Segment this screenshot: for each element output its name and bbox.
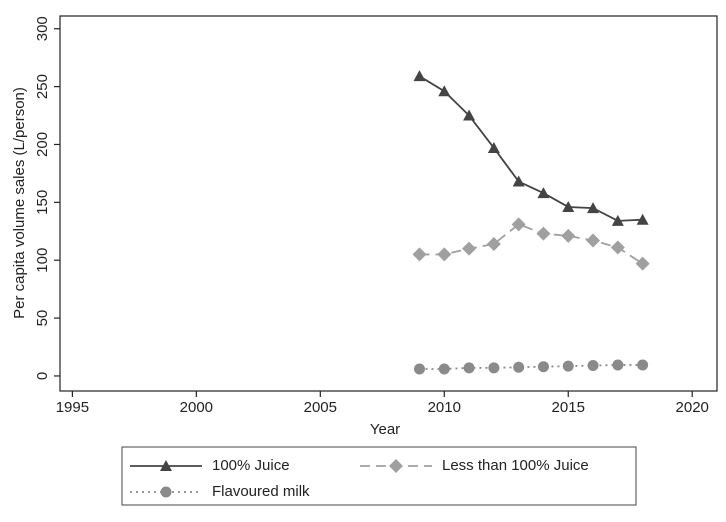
legend-label: Less than 100% Juice [442, 457, 589, 474]
marker [587, 202, 600, 214]
x-axis-label: Year [370, 421, 400, 438]
x-tick-label: 2020 [676, 399, 709, 416]
marker [511, 217, 526, 232]
x-tick-label: 1995 [56, 399, 89, 416]
y-tick-label: 50 [34, 310, 51, 327]
marker [637, 359, 649, 371]
marker [463, 362, 475, 374]
series-line [419, 223, 644, 265]
marker [610, 240, 625, 255]
legend-marker [160, 460, 172, 471]
marker [562, 360, 574, 372]
series-line [419, 75, 643, 222]
legend-label: Flavoured milk [212, 483, 310, 500]
marker [536, 226, 551, 241]
legend-marker [389, 459, 403, 473]
y-tick-label: 100 [34, 248, 51, 273]
marker [586, 233, 601, 248]
marker [587, 360, 599, 372]
x-tick-label: 2010 [428, 399, 461, 416]
marker [438, 85, 451, 97]
legend-marker [160, 486, 172, 498]
marker [487, 141, 500, 153]
marker [537, 187, 550, 199]
y-tick-label: 250 [34, 74, 51, 99]
marker [463, 109, 476, 121]
y-axis-label: Per capita volume sales (L/person) [11, 87, 28, 319]
marker [636, 213, 649, 225]
y-tick-label: 200 [34, 132, 51, 157]
marker [486, 237, 501, 252]
legend-label: 100% Juice [212, 457, 290, 474]
marker [561, 228, 576, 243]
marker [413, 363, 425, 375]
x-tick-label: 2015 [552, 399, 585, 416]
y-tick-label: 150 [34, 190, 51, 215]
marker [462, 241, 477, 256]
marker [537, 361, 549, 373]
y-tick-label: 0 [34, 372, 51, 380]
marker [635, 256, 650, 271]
marker [611, 214, 624, 226]
x-tick-label: 2000 [180, 399, 213, 416]
plot-frame [59, 15, 718, 392]
marker [413, 70, 426, 82]
series-line [419, 364, 643, 370]
marker [562, 200, 575, 212]
marker [412, 247, 427, 262]
marker [612, 359, 624, 371]
marker [488, 362, 500, 374]
y-tick-label: 300 [34, 16, 51, 41]
legend-box [121, 446, 637, 506]
marker [437, 247, 452, 262]
marker [513, 361, 525, 373]
marker [438, 363, 450, 375]
marker [512, 175, 525, 187]
x-tick-label: 2005 [304, 399, 337, 416]
